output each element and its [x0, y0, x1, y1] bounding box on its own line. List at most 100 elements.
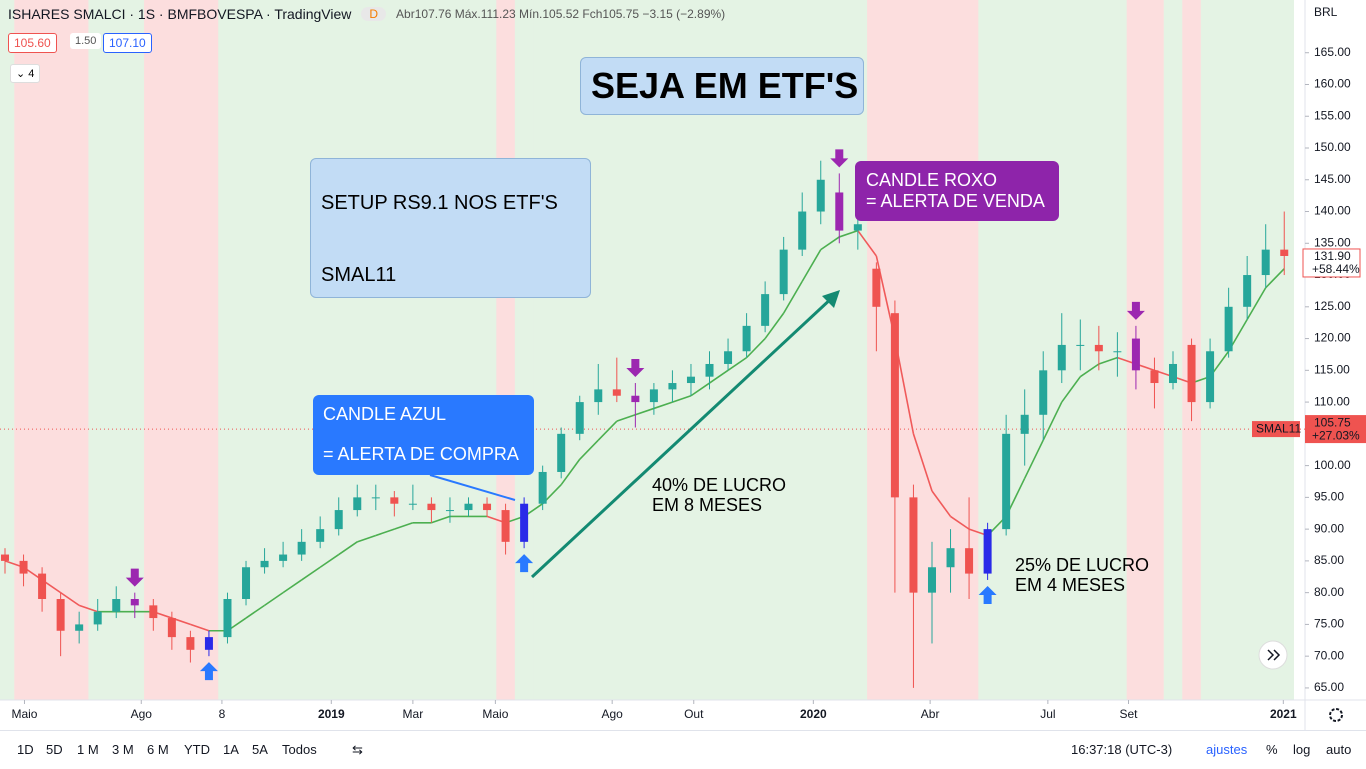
moving-average — [1246, 287, 1267, 320]
y-tick-label: 160.00 — [1314, 77, 1351, 91]
moving-average — [394, 522, 414, 530]
last-change: +58.44% — [1312, 262, 1360, 276]
candle-body — [1131, 338, 1140, 371]
axis-option[interactable]: % — [1266, 742, 1278, 757]
candle-body — [983, 529, 992, 574]
axis-option[interactable]: auto — [1326, 742, 1352, 757]
candle-body — [724, 351, 733, 364]
candle-body — [56, 599, 65, 631]
candle-body — [1187, 344, 1196, 403]
background-band — [422, 0, 442, 700]
y-tick-label: 145.00 — [1314, 172, 1351, 186]
candle-body — [909, 497, 918, 593]
moving-average — [616, 414, 636, 422]
buy-arrow — [978, 585, 997, 604]
range-button[interactable]: YTD — [184, 742, 210, 757]
candle-body — [223, 599, 232, 638]
y-tick-label: 80.00 — [1314, 585, 1344, 599]
marker-box — [1305, 415, 1366, 444]
y-tick-label: 140.00 — [1314, 204, 1351, 218]
currency: BRL — [1314, 5, 1338, 19]
candle-body — [705, 363, 714, 377]
moving-average — [1098, 356, 1118, 365]
candle-body — [557, 433, 566, 472]
range-button[interactable]: Todos — [282, 742, 317, 757]
background-band — [681, 0, 701, 700]
compare-icon[interactable]: ⇆ — [352, 742, 363, 757]
range-button[interactable]: 1D — [17, 742, 34, 757]
moving-average — [579, 439, 599, 460]
title-text: SEJA EM ETF'S — [591, 65, 859, 106]
moving-average — [912, 433, 933, 492]
buy-text: = ALERTA DE COMPRA — [323, 444, 519, 464]
ask[interactable]: 107.10 — [103, 33, 152, 53]
candle-body — [853, 224, 862, 231]
symbol: ISHARES SMALCI · 1S · BMFBOVESPA · Tradi… — [8, 6, 352, 22]
candle-body — [575, 402, 584, 434]
range-button[interactable]: 1A — [223, 742, 239, 757]
background-band — [255, 0, 275, 700]
axis-option[interactable]: ajustes — [1206, 742, 1248, 757]
candle-body — [1094, 344, 1103, 352]
candle-body — [1169, 363, 1178, 384]
sell-arrow — [626, 359, 645, 378]
indicator-count: 4 — [28, 68, 35, 80]
range-button[interactable]: 1 M — [77, 742, 99, 757]
header: ISHARES SMALCI · 1S · BMFBOVESPA · Tradi… — [8, 6, 725, 22]
sell-arrow — [125, 568, 144, 587]
candle-body — [668, 383, 677, 390]
candle-body — [1206, 351, 1215, 403]
badge[interactable]: D — [361, 7, 387, 21]
buy-arrow — [199, 662, 218, 681]
gain-note: 25% DE LUCRO EM 4 MESES — [1015, 555, 1175, 600]
moving-average — [764, 312, 785, 340]
background-band — [347, 0, 368, 700]
candle-body — [353, 497, 362, 511]
trend-arrow — [530, 294, 836, 579]
range-button[interactable]: 5A — [252, 742, 268, 757]
sell-arrow — [1126, 301, 1145, 320]
buy-box: CANDLE AZUL = ALERTA DE COMPRA — [313, 395, 534, 475]
moving-average — [431, 515, 451, 524]
candle-body — [538, 471, 547, 504]
bottom-toolbar: 1D 5D 1 M 3 M 6 M YTD 1A 5A Todos ⇆ 16:37:18 (UTC-… — [0, 730, 1366, 769]
moving-average — [672, 394, 692, 403]
range-button[interactable]: 5D — [46, 742, 63, 757]
background-band — [1274, 0, 1295, 700]
candle-body — [631, 395, 640, 403]
title-box: SEJA EM ETF'S — [580, 57, 864, 115]
gain-text: 40% DE LUCRO — [652, 475, 787, 495]
y-tick-label: 125.00 — [1314, 299, 1351, 313]
candle-body — [371, 497, 380, 499]
indicators-toggle[interactable]: ⌄ 4 — [10, 64, 41, 83]
x-tick-label: 2021 — [1270, 707, 1297, 721]
background-band — [1145, 0, 1165, 700]
candle-body — [946, 548, 955, 568]
setup-box: SETUP RS9.1 NOS ETF'S SMAL11 — [310, 158, 591, 298]
y-tick-label: 120.00 — [1314, 331, 1351, 345]
background-band — [218, 0, 238, 700]
candle-body — [260, 560, 269, 568]
clock[interactable]: 16:37:18 (UTC-3) — [1071, 742, 1173, 757]
settings-icon — [1329, 708, 1343, 722]
candle-body — [204, 637, 213, 650]
background-band — [144, 0, 164, 700]
sell-text: = ALERTA DE VENDA — [866, 191, 1045, 211]
candle-body — [835, 192, 844, 231]
range-button[interactable]: 3 M — [112, 742, 134, 757]
background-band — [236, 0, 256, 700]
candle-body — [779, 249, 788, 295]
axis-option[interactable]: log — [1293, 742, 1311, 757]
moving-average — [782, 280, 803, 314]
range-button[interactable]: 6 M — [147, 742, 169, 757]
x-tick-label: Ago — [601, 707, 623, 721]
background-band — [589, 0, 609, 700]
candle-body — [816, 179, 825, 212]
moving-average — [78, 604, 98, 613]
background-band — [106, 0, 127, 700]
candle-body — [186, 637, 195, 650]
background-band — [385, 0, 405, 700]
moving-average — [1079, 363, 1100, 378]
bid[interactable]: 105.60 — [8, 33, 57, 53]
candle-body — [38, 573, 47, 600]
